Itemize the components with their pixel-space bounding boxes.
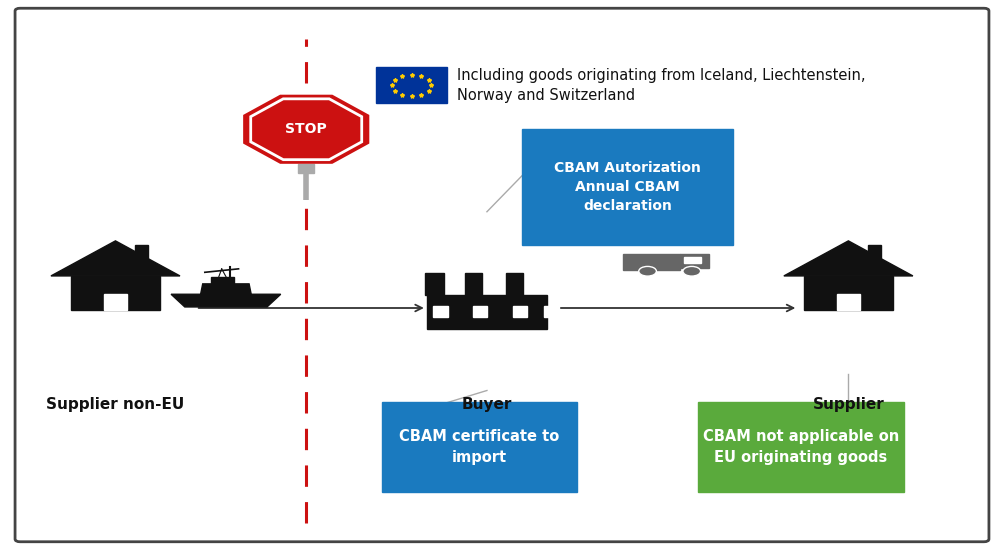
Text: CBAM Autorization
Annual CBAM
declaration: CBAM Autorization Annual CBAM declaratio… [554,161,700,213]
FancyBboxPatch shape [70,276,160,310]
Circle shape [638,266,656,276]
FancyBboxPatch shape [513,306,527,317]
Text: Supplier non-EU: Supplier non-EU [46,397,185,412]
FancyBboxPatch shape [679,254,708,268]
FancyBboxPatch shape [835,294,860,310]
FancyBboxPatch shape [522,129,732,245]
Text: Including goods originating from Iceland, Liechtenstein,
Norway and Switzerland: Including goods originating from Iceland… [456,68,865,103]
FancyBboxPatch shape [544,306,558,317]
FancyBboxPatch shape [211,277,234,284]
FancyBboxPatch shape [868,245,880,261]
FancyBboxPatch shape [135,245,147,261]
FancyBboxPatch shape [381,402,577,492]
Text: CBAM certificate to
import: CBAM certificate to import [399,429,559,465]
FancyBboxPatch shape [697,402,903,492]
FancyBboxPatch shape [424,273,443,295]
Text: STOP: STOP [285,122,327,136]
FancyBboxPatch shape [472,306,486,317]
Polygon shape [171,294,281,307]
Text: CBAM not applicable on
EU originating goods: CBAM not applicable on EU originating go… [702,429,898,465]
FancyBboxPatch shape [427,295,546,329]
FancyBboxPatch shape [465,273,481,295]
FancyBboxPatch shape [103,294,127,310]
Polygon shape [201,284,251,294]
FancyBboxPatch shape [433,306,447,317]
FancyBboxPatch shape [623,254,679,270]
Text: Supplier: Supplier [811,397,884,412]
Circle shape [682,266,700,276]
Polygon shape [783,241,912,276]
Polygon shape [243,95,369,164]
Polygon shape [51,241,180,276]
Text: Buyer: Buyer [461,397,512,412]
FancyBboxPatch shape [802,276,893,310]
FancyBboxPatch shape [376,68,446,103]
FancyBboxPatch shape [506,273,523,295]
FancyBboxPatch shape [15,8,988,542]
FancyBboxPatch shape [298,164,314,173]
FancyBboxPatch shape [683,257,700,263]
